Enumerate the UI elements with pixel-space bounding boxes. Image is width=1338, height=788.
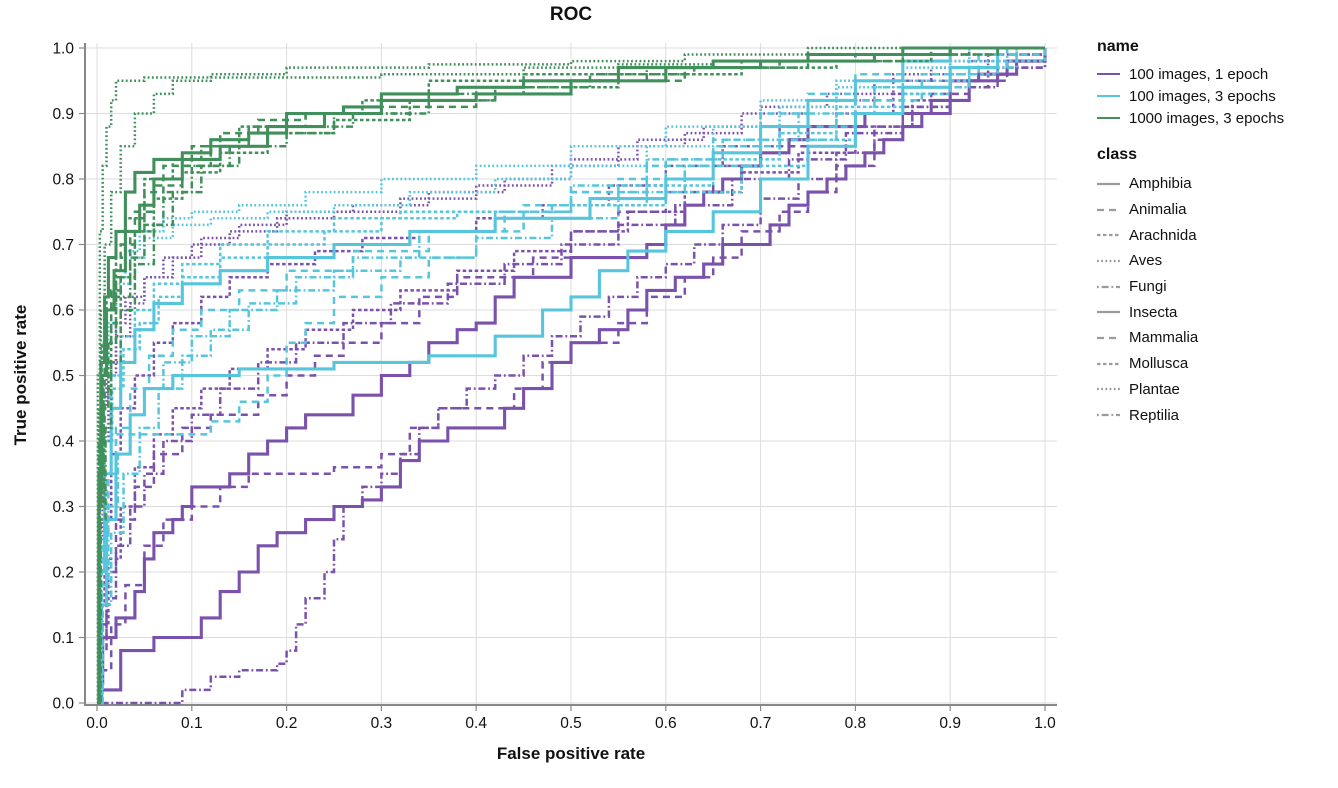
roc-curve (97, 46, 1045, 705)
legend-dash-swatch (1097, 310, 1120, 314)
legend-dash-swatch (1097, 387, 1120, 391)
y-tick-label: 0.7 (52, 237, 74, 254)
y-tick-label: 0.6 (52, 303, 74, 320)
x-tick-label: 0.3 (371, 715, 393, 732)
legend-color-swatch (1097, 94, 1120, 98)
y-tick-label: 1.0 (52, 41, 74, 58)
legend-class-item: Aves (1097, 248, 1284, 274)
x-tick-label: 1.0 (1034, 715, 1056, 732)
x-tick-label: 0.2 (276, 715, 298, 732)
roc-curve (97, 48, 1047, 705)
legend-name-item: 100 images, 3 epochs (1097, 85, 1284, 107)
roc-curve (97, 46, 1045, 705)
legend-dash-swatch (1097, 413, 1120, 417)
legend-color-swatch (1097, 116, 1120, 120)
legend-name-title: name (1097, 38, 1139, 55)
x-tick-label: 0.0 (86, 715, 108, 732)
y-tick-label: 0.2 (52, 565, 74, 582)
legend-class-item: Arachnida (1097, 222, 1284, 248)
y-tick-label: 0.9 (52, 106, 74, 123)
y-tick-label: 0.0 (52, 696, 74, 713)
legend-name-item: 1000 images, 3 epochs (1097, 107, 1284, 129)
roc-curve (97, 46, 1045, 705)
legend-class-label: Arachnida (1129, 226, 1197, 244)
roc-curve (97, 48, 1047, 705)
x-tick-label: 0.9 (939, 715, 961, 732)
legend-class-item: Amphibia (1097, 171, 1284, 197)
y-tick-label: 0.1 (52, 630, 74, 647)
legend-dash-swatch (1097, 182, 1120, 186)
legend-name-item: 100 images, 1 epoch (1097, 63, 1284, 85)
y-tick-label: 0.5 (52, 368, 74, 385)
legend-class-label: Plantae (1129, 380, 1180, 398)
legend-class-label: Aves (1129, 252, 1163, 270)
legend-class-item: Plantae (1097, 377, 1284, 403)
legend-class-item: Reptilia (1097, 402, 1284, 428)
roc-curve (97, 48, 1047, 705)
legend-class-section: class Amphibia Animalia Arachnida Aves Fungi… (1097, 146, 1284, 428)
x-axis-title: False positive rate (496, 744, 646, 763)
legend-name-label: 100 images, 1 epoch (1129, 65, 1269, 83)
roc-curve (97, 46, 1045, 705)
roc-curve (97, 48, 1047, 705)
legend-dash-swatch (1097, 208, 1120, 212)
legend-dash-swatch (1097, 285, 1120, 289)
legend-name-items: 100 images, 1 epoch 100 images, 3 epochs 1… (1097, 63, 1284, 129)
legend-class-item: Insecta (1097, 299, 1284, 325)
legend-class-label: Insecta (1129, 303, 1178, 321)
x-tick-label: 0.4 (465, 715, 487, 732)
x-tick-label: 0.8 (845, 715, 867, 732)
legend-class-item: Fungi (1097, 274, 1284, 300)
legend-dash-swatch (1097, 259, 1120, 263)
y-tick-label: 0.3 (52, 499, 74, 516)
x-tick-label: 0.6 (655, 715, 677, 732)
y-axis-title: True positive rate (11, 304, 30, 446)
legend: name 100 images, 1 epoch 100 images, 3 ep… (1097, 38, 1284, 428)
legend-class-title: class (1097, 146, 1138, 163)
roc-curve (97, 46, 1045, 705)
legend-class-label: Mollusca (1129, 355, 1189, 373)
x-tick-label: 0.7 (750, 715, 772, 732)
legend-dash-swatch (1097, 362, 1120, 366)
roc-curve (97, 46, 1045, 705)
legend-class-label: Reptilia (1129, 406, 1180, 424)
roc-curve (97, 46, 1045, 705)
roc-curves (96, 46, 1047, 705)
legend-dash-swatch (1097, 233, 1120, 237)
y-tick-label: 0.8 (52, 172, 74, 189)
legend-class-label: Amphibia (1129, 175, 1192, 193)
roc-curve (96, 46, 1045, 705)
roc-curve (97, 48, 1047, 705)
legend-dash-swatch (1097, 336, 1120, 340)
legend-name-label: 1000 images, 3 epochs (1129, 109, 1285, 127)
gridlines (85, 43, 1057, 705)
legend-class-label: Animalia (1129, 201, 1187, 219)
legend-class-item: Animalia (1097, 197, 1284, 223)
legend-class-item: Mollusca (1097, 351, 1284, 377)
x-tick-label: 0.1 (181, 715, 203, 732)
chart-title: ROC (549, 4, 593, 25)
legend-class-label: Mammalia (1129, 329, 1199, 347)
legend-class-label: Fungi (1129, 278, 1167, 296)
y-tick-label: 0.4 (52, 434, 74, 451)
x-tick-label: 0.5 (560, 715, 582, 732)
legend-color-swatch (1097, 72, 1120, 76)
roc-curve (97, 46, 1045, 705)
legend-class-item: Mammalia (1097, 325, 1284, 351)
axes: 0.0 0.0 0.1 0.1 0.2 0.2 0.3 0.3 0.4 0.4 0.5 0.5 0.6 0… (52, 41, 1057, 732)
roc-curve (97, 48, 1047, 705)
legend-name-section: name 100 images, 1 epoch 100 images, 3 ep… (1097, 38, 1284, 129)
roc-curve (97, 46, 1045, 705)
legend-name-label: 100 images, 3 epochs (1129, 87, 1276, 105)
legend-class-items: Amphibia Animalia Arachnida Aves Fungi Insect… (1097, 171, 1284, 428)
